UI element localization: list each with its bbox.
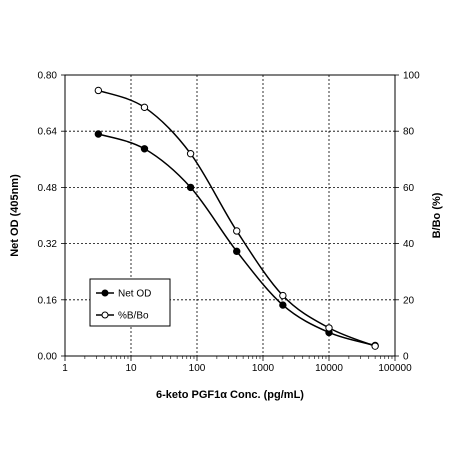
grid: [65, 75, 395, 356]
data-point: [94, 130, 103, 138]
y-tick-label: 0.64: [38, 127, 58, 138]
data-point: [233, 227, 241, 235]
y-axis-title: Net OD (405nm): [9, 174, 21, 257]
data-point: [140, 103, 149, 112]
y-tick-label: 0.00: [38, 352, 58, 363]
x-tick-label: 1: [62, 363, 68, 374]
data-point: [371, 342, 379, 350]
y-tick-label: 0.48: [38, 183, 58, 194]
plot-frame: [64, 74, 396, 357]
x-axis-title: 6-keto PGF1α Conc. (pg/mL): [156, 389, 304, 401]
legend-label-b-bo: %B/Bo: [118, 311, 149, 322]
data-point: [325, 324, 333, 332]
legend-label-net-od: Net OD: [118, 289, 151, 300]
ticks: 1 10 100 1000 10000 1000000.000.160.320.480.6…: [38, 71, 421, 375]
data-point: [279, 291, 287, 300]
y2-axis-title: B/Bo (%): [431, 192, 443, 238]
data-point: [233, 247, 241, 256]
y2-tick-label: 0: [403, 352, 409, 363]
y2-tick-label: 40: [403, 239, 415, 250]
data-point: [140, 145, 149, 153]
legend-marker-b-bo: [101, 311, 109, 319]
data-point: [94, 86, 103, 95]
legend-marker-net-od: [101, 289, 109, 297]
x-tick-label: 10: [125, 363, 137, 374]
y2-tick-label: 60: [403, 183, 415, 194]
y-tick-label: 0.16: [38, 295, 58, 306]
y2-tick-label: 20: [403, 295, 415, 306]
x-tick-label: 100000: [378, 363, 412, 374]
legend: Net OD %B/Bo: [89, 278, 171, 327]
x-tick-label: 100: [189, 363, 206, 374]
legend-box: [89, 278, 171, 327]
y2-tick-label: 80: [403, 127, 415, 138]
markers: [94, 86, 379, 350]
x-tick-label: 10000: [315, 363, 343, 374]
data-point: [186, 149, 195, 158]
data-point: [279, 301, 287, 309]
data-point: [186, 183, 195, 192]
x-tick-label: 1000: [252, 363, 275, 374]
y2-tick-label: 100: [403, 71, 420, 82]
y-tick-label: 0.32: [38, 239, 58, 250]
y-tick-label: 0.80: [38, 71, 58, 82]
